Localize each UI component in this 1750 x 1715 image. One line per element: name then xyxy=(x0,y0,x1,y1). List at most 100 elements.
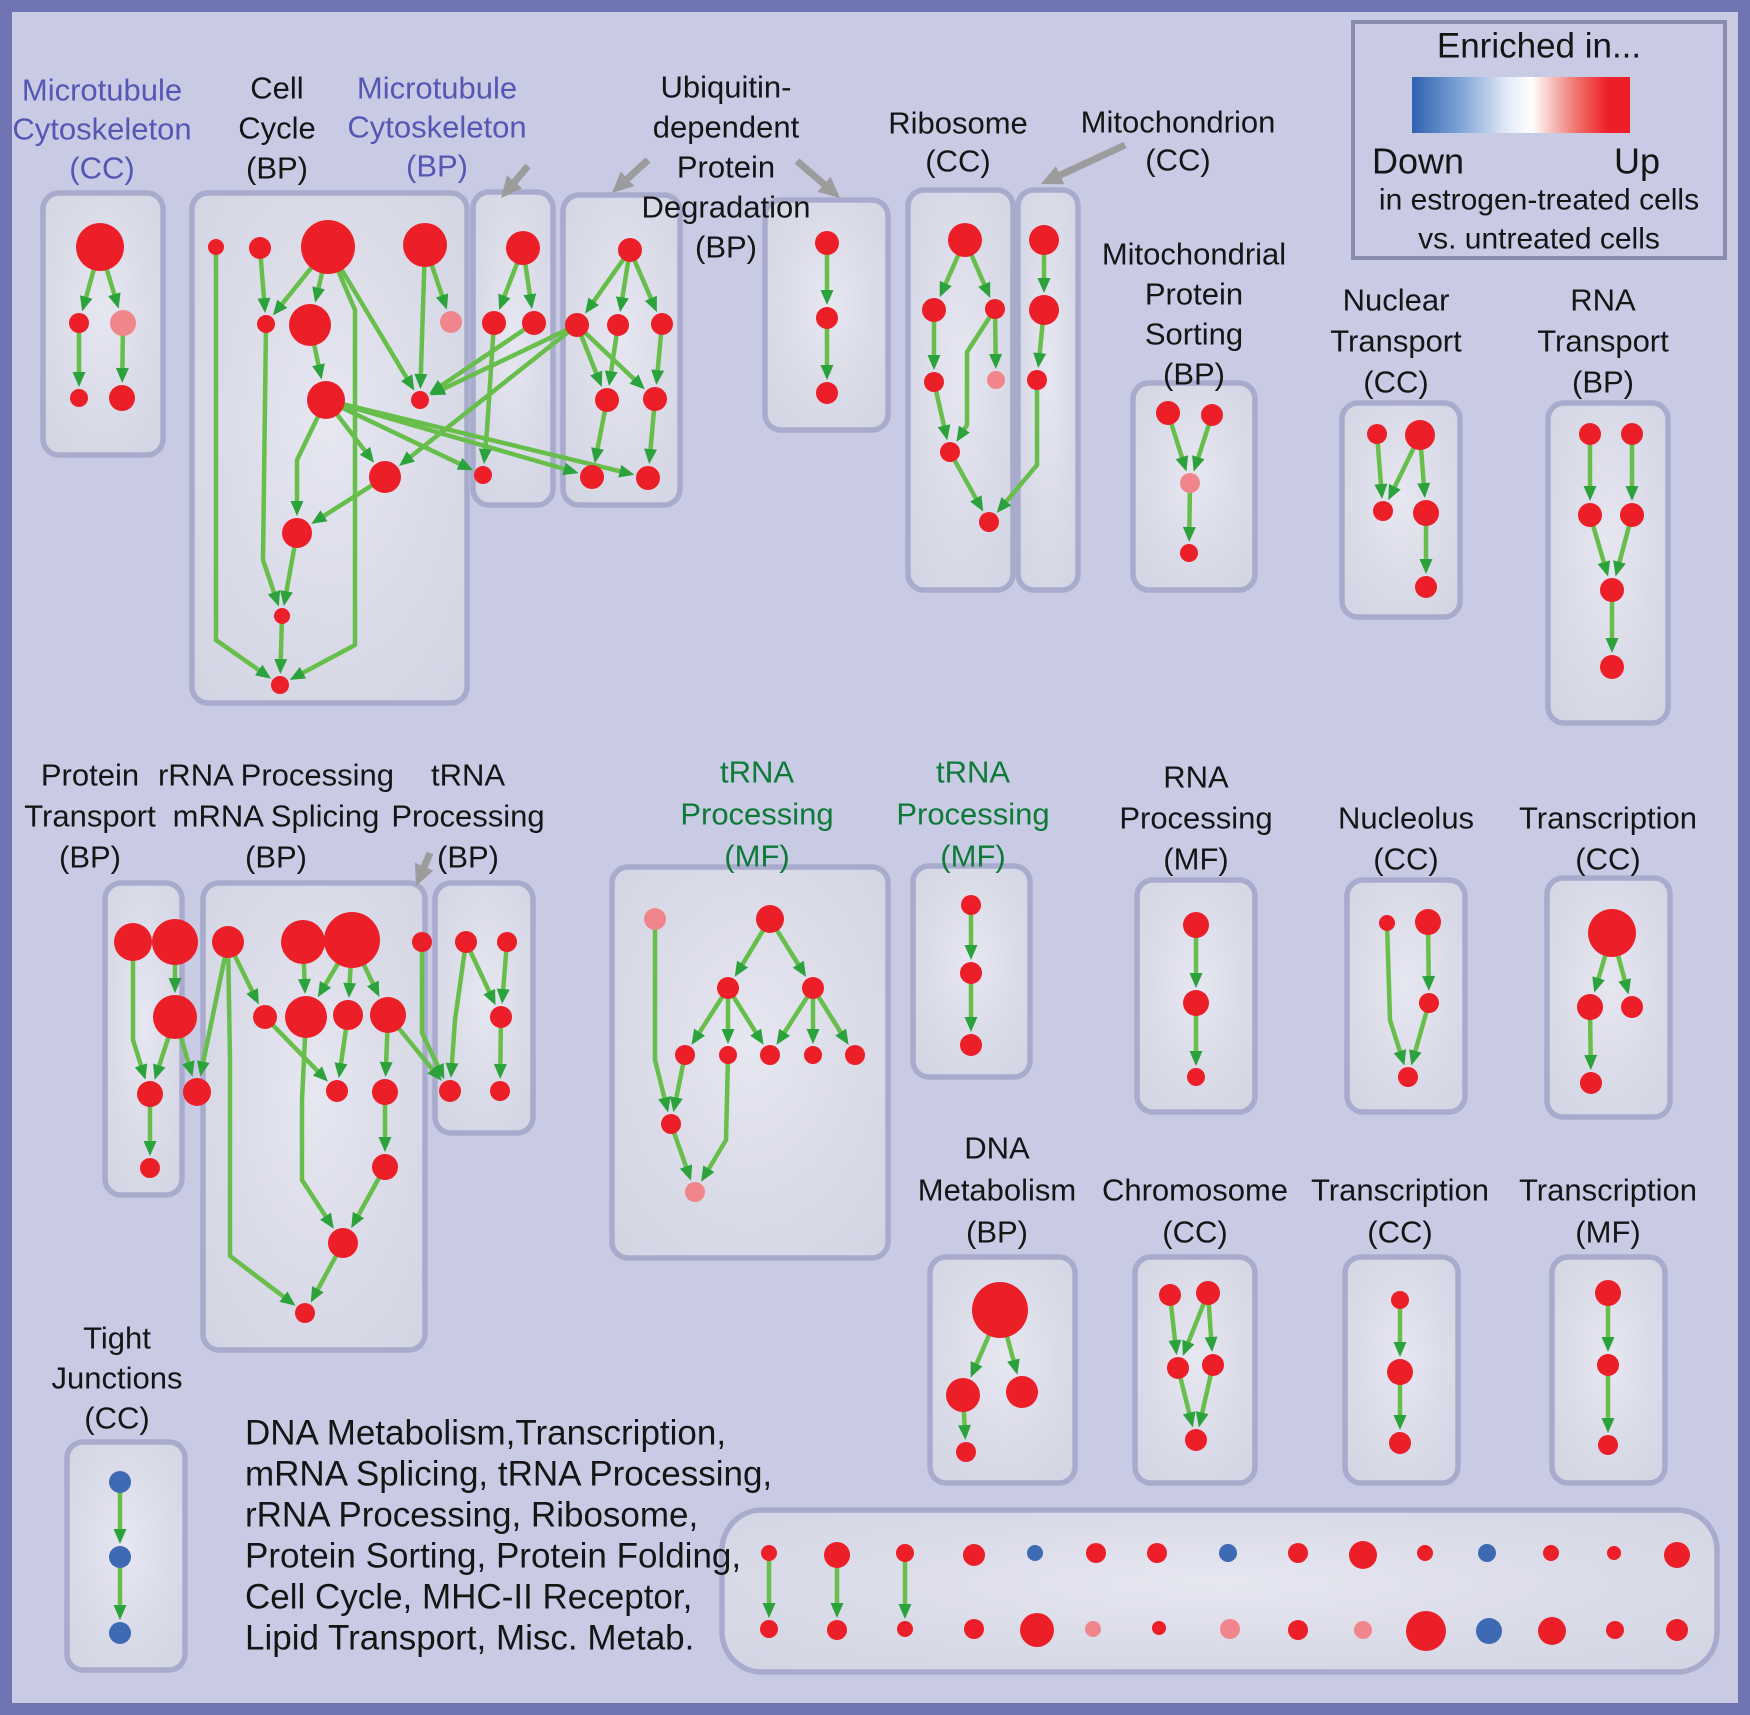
edge-arrow-head xyxy=(272,299,288,316)
legend-up-label: Up xyxy=(1614,141,1660,182)
go-term-node xyxy=(804,1046,822,1064)
go-term-node xyxy=(1187,1068,1205,1086)
trna-processing-bp-label: Processing xyxy=(391,799,544,834)
microtubule-cytoskeleton-cc-label: Cytoskeleton xyxy=(12,112,191,147)
edge-arrow-head xyxy=(274,658,288,675)
legend-title: Enriched in... xyxy=(1437,27,1641,66)
rna-transport-bp-label: Transport xyxy=(1537,324,1669,359)
go-term-node xyxy=(760,1045,780,1065)
go-term-node xyxy=(827,1620,847,1640)
edge-arrow-head xyxy=(701,1165,715,1182)
go-term-node xyxy=(1020,1613,1054,1647)
dna-metabolism-bp-label: (BP) xyxy=(966,1215,1028,1250)
go-term-node xyxy=(153,995,197,1039)
edge-arrow-head xyxy=(478,448,492,465)
edge-arrow-head xyxy=(806,1029,820,1044)
trna-processing-mf-2-label: tRNA xyxy=(936,755,1010,790)
rna-transport-bp-label: RNA xyxy=(1570,283,1636,318)
go-term-node xyxy=(212,926,244,958)
go-term-node xyxy=(490,1006,512,1028)
edge-arrow-head xyxy=(1618,978,1631,995)
edge-arrow-shaft xyxy=(130,942,145,1069)
go-term-node xyxy=(412,932,432,952)
chromosome-cc-box xyxy=(1132,1254,1258,1486)
edge-arrow-head xyxy=(1417,482,1431,499)
label-callout-arrow-head xyxy=(612,171,635,193)
edge-arrow-head xyxy=(379,1061,393,1078)
go-term-node xyxy=(1391,1291,1409,1309)
microtubule-cytoskeleton-bp-label: (BP) xyxy=(406,149,468,184)
diagram-layer: Microtubule Cytoskeleton (CC) Cell Cycle (BP)… xyxy=(12,70,1720,1675)
edge-arrow-head xyxy=(115,367,129,384)
rna-processing-mf-label: Processing xyxy=(1119,801,1272,836)
edge-arrow-head xyxy=(1182,1411,1196,1428)
go-term-node xyxy=(109,1622,131,1644)
misc-cluster-strip-box xyxy=(719,1507,1720,1675)
edge-arrow-head xyxy=(1605,638,1619,653)
edge-arrow-head xyxy=(289,667,306,680)
transcription-mf-label: Transcription xyxy=(1519,1173,1697,1208)
go-term-node xyxy=(328,1228,358,1258)
trna-processing-mf-1-label: (MF) xyxy=(724,839,789,874)
go-term-node xyxy=(372,1154,398,1180)
edge-arrow-head xyxy=(1625,486,1639,501)
go-term-node xyxy=(1406,1611,1446,1651)
edge-arrow-shaft xyxy=(705,1054,731,1173)
go-term-node xyxy=(1595,1280,1621,1306)
go-term-node xyxy=(802,977,824,999)
mitochondrial-protein-sorting-bp-label: Sorting xyxy=(1145,317,1243,352)
ubiquitin-protein-degradation-bp-1-label: (BP) xyxy=(695,230,757,265)
trna-processing-bp-label: tRNA xyxy=(431,758,505,793)
edge-arrow-head xyxy=(964,1017,978,1032)
go-term-node xyxy=(1029,225,1059,255)
edge-arrow-head xyxy=(927,355,941,370)
go-term-node xyxy=(1664,1542,1690,1568)
go-term-node xyxy=(1538,1617,1566,1645)
go-term-node xyxy=(940,442,960,462)
microtubule-cytoskeleton-cc-box xyxy=(40,190,166,458)
edge-arrow-head xyxy=(1422,975,1436,992)
go-term-node xyxy=(761,1545,777,1561)
mitochondrion-cc-label: (CC) xyxy=(1145,143,1210,178)
go-term-node xyxy=(719,1046,737,1064)
edge-arrow-shaft xyxy=(960,307,997,433)
edge-arrow-head xyxy=(246,988,259,1005)
edge-arrow-head xyxy=(1007,1358,1020,1375)
edge-arrow-head xyxy=(1393,1049,1407,1066)
edge-arrow-head xyxy=(835,1028,849,1045)
go-term-node xyxy=(109,1546,131,1568)
edge-arrow-head xyxy=(585,297,600,314)
legend-subtitle-line2: vs. untreated cells xyxy=(1418,223,1660,256)
go-term-node xyxy=(595,388,619,412)
go-term-node xyxy=(295,1303,315,1323)
edge-arrow-head xyxy=(257,297,271,314)
edge-arrow-head xyxy=(498,293,511,310)
go-term-node xyxy=(643,387,667,411)
go-term-node xyxy=(961,895,981,915)
go-term-node xyxy=(1606,1621,1624,1639)
go-term-node xyxy=(1152,1621,1166,1635)
go-term-node xyxy=(76,223,124,271)
go-term-node xyxy=(756,905,784,933)
go-term-node xyxy=(253,1005,277,1029)
go-term-node xyxy=(403,223,447,267)
go-term-node xyxy=(580,465,604,489)
go-term-node xyxy=(1027,370,1047,390)
go-term-node xyxy=(137,1081,163,1107)
go-term-node xyxy=(618,238,642,262)
nucleolus-cc-label: (CC) xyxy=(1373,842,1438,877)
go-term-node xyxy=(896,1544,914,1562)
nuclear-transport-cc-label: Transport xyxy=(1330,324,1462,359)
edge-arrow-head xyxy=(1182,1339,1195,1356)
go-term-node xyxy=(490,1081,510,1101)
edge-arrow-shaft xyxy=(1002,380,1040,506)
microtubule-cytoskeleton-cc-label: Microtubule xyxy=(22,73,182,108)
edge-arrow-head xyxy=(279,1291,296,1306)
edge-arrow-head xyxy=(435,293,449,310)
go-term-node xyxy=(1597,1354,1619,1376)
edge-arrow-head xyxy=(1033,352,1047,369)
edge-arrow-head xyxy=(1175,455,1189,472)
legend-down-label: Down xyxy=(1372,141,1464,182)
edge-arrow-head xyxy=(956,425,970,442)
